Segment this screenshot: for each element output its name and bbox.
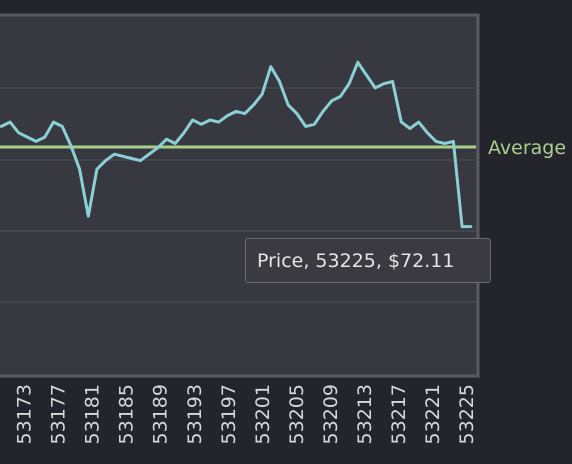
x-axis-tick-labels: 53173 53177 53181 53185 53189 53193 53197 53201…: [14, 384, 479, 444]
x-tick-label: 53197: [218, 384, 240, 444]
x-tick-label: 53177: [48, 384, 70, 444]
x-tick-label: 53173: [14, 384, 36, 444]
x-tick-label: 53181: [82, 384, 104, 444]
x-tick-label: 53209: [320, 384, 342, 444]
x-tick-label: 53225: [456, 384, 478, 444]
series-line-price: [0, 60, 473, 229]
x-tick-label: 53221: [422, 384, 444, 444]
x-tick-label: 53185: [116, 384, 138, 444]
series-layer: [0, 60, 473, 229]
data-point-tooltip: Price, 53225, $72.11: [245, 238, 491, 283]
x-tick-label: 53205: [286, 384, 308, 444]
plot-area: [0, 13, 480, 378]
x-tick-label: 53201: [252, 384, 274, 444]
x-tick-label: 53213: [354, 384, 376, 444]
average-line-group: Average: [0, 137, 566, 159]
average-line-label: Average: [488, 137, 566, 159]
x-tick-label: 53189: [150, 384, 172, 444]
x-tick-label: 53193: [184, 384, 206, 444]
x-tick-label: 53217: [388, 384, 410, 444]
